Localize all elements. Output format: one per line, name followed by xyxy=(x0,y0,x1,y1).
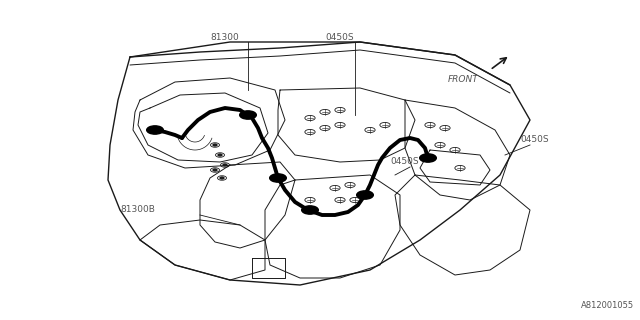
Circle shape xyxy=(420,154,436,162)
Text: 0450S: 0450S xyxy=(390,157,419,166)
Circle shape xyxy=(269,174,286,182)
Text: FRONT: FRONT xyxy=(447,76,478,84)
Circle shape xyxy=(147,126,163,134)
Circle shape xyxy=(301,206,318,214)
Text: 0450S: 0450S xyxy=(326,33,355,42)
Text: 0450S: 0450S xyxy=(520,135,548,145)
Circle shape xyxy=(220,177,224,179)
Text: A812001055: A812001055 xyxy=(580,301,634,310)
Text: 81300B: 81300B xyxy=(120,205,155,214)
Circle shape xyxy=(218,154,222,156)
Circle shape xyxy=(240,111,256,119)
Circle shape xyxy=(356,191,373,199)
Text: 81300: 81300 xyxy=(211,33,239,42)
Circle shape xyxy=(213,169,217,171)
Circle shape xyxy=(223,164,227,166)
Circle shape xyxy=(213,144,217,146)
